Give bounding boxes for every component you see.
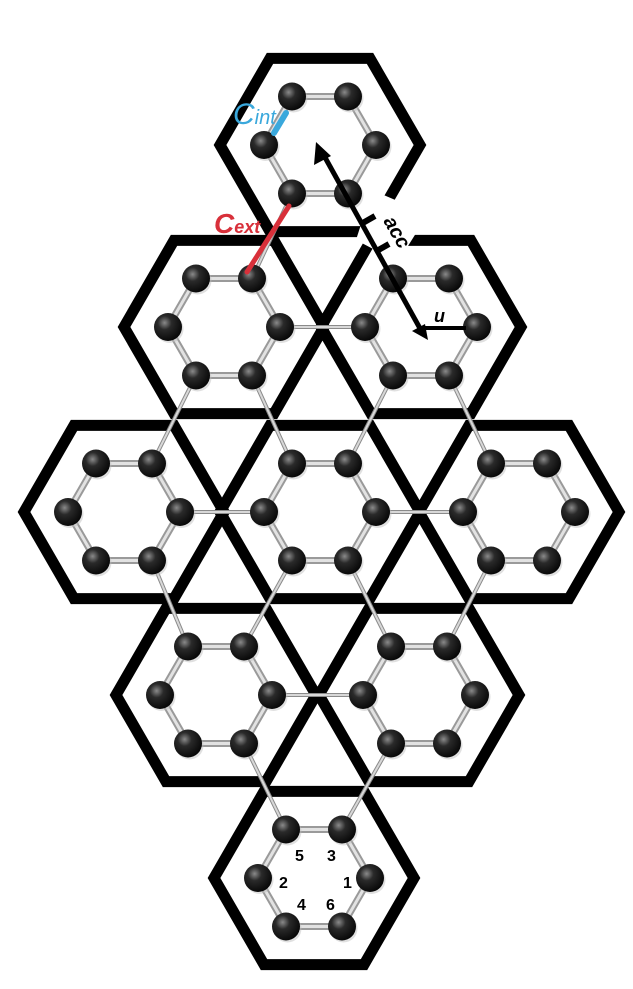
carbon-atom	[174, 729, 202, 758]
carbon-atom	[250, 498, 278, 526]
carbon-atom	[477, 449, 505, 478]
c-ext-bond-marker	[244, 203, 292, 275]
carbon-atom	[138, 449, 166, 478]
carbon-atom	[278, 82, 306, 111]
carbon-atom	[278, 179, 306, 208]
carbon-atom	[334, 82, 362, 111]
external-bond-highlight	[347, 375, 394, 464]
acc-arrow-head-top	[314, 142, 331, 165]
carbon-atom	[182, 361, 210, 390]
external-bond-highlight	[243, 560, 293, 647]
carbon-atom	[272, 815, 300, 844]
carbon-atom	[349, 681, 377, 709]
external-bond-highlight	[151, 560, 189, 647]
site-number-3: 3	[327, 848, 336, 865]
c-ext-label: Cext	[214, 208, 261, 239]
carbon-atom	[449, 498, 477, 526]
site-number-6: 6	[326, 897, 335, 914]
carbon-atom	[356, 864, 384, 892]
external-bond-highlight	[251, 375, 293, 464]
site-number-2: 2	[279, 875, 288, 892]
carbon-atom	[334, 449, 362, 478]
external-bond-highlight	[243, 743, 287, 830]
carbon-atom	[533, 449, 561, 478]
u-label: u	[434, 306, 445, 326]
carbon-atom	[174, 632, 202, 661]
carbon-atom	[230, 632, 258, 661]
external-bond-highlight	[341, 743, 392, 830]
carbon-atom	[272, 912, 300, 941]
carbon-atom	[146, 681, 174, 709]
carbon-atom	[250, 131, 278, 159]
carbon-atom	[328, 815, 356, 844]
carbon-atom	[377, 632, 405, 661]
carbon-atom	[278, 546, 306, 575]
carbon-atom	[362, 498, 390, 526]
carbon-atom	[166, 498, 194, 526]
carbon-atom	[154, 313, 182, 341]
annotations: Cint Cext acc u 1 2 3 4 5 6	[214, 98, 466, 914]
carbon-atom	[82, 546, 110, 575]
external-bond-highlight	[151, 375, 197, 464]
carbon-atom	[238, 361, 266, 390]
carbon-atom	[377, 729, 405, 758]
carbon-atom	[334, 546, 362, 575]
hexagon-cell	[117, 234, 331, 420]
external-bond-highlight	[446, 560, 492, 647]
carbon-atom	[82, 449, 110, 478]
carbon-atom	[435, 264, 463, 293]
carbon-atom	[463, 313, 491, 341]
site-number-5: 5	[295, 848, 304, 865]
site-number-1: 1	[343, 875, 352, 892]
internal-bonds	[64, 93, 579, 930]
atoms	[54, 82, 591, 943]
carbon-atom	[433, 632, 461, 661]
carbon-atom	[182, 264, 210, 293]
carbon-atom	[435, 361, 463, 390]
carbon-atom	[138, 546, 166, 575]
hexagon-cell	[17, 419, 231, 605]
c-int-label: Cint	[233, 98, 277, 131]
carbon-atom	[533, 546, 561, 575]
c-int-bond-marker	[271, 110, 289, 136]
acc-tick-bottom	[373, 241, 391, 255]
carbon-atom	[278, 449, 306, 478]
carbon-atom	[351, 313, 379, 341]
carbon-atom	[244, 864, 272, 892]
carbon-atom	[362, 131, 390, 159]
carbon-atom	[230, 729, 258, 758]
carbon-atom	[266, 313, 294, 341]
carbon-atom	[258, 681, 286, 709]
carbon-atom	[433, 729, 461, 758]
external-bond-highlight	[347, 560, 392, 647]
carbon-atom	[328, 912, 356, 941]
carbon-atom	[461, 681, 489, 709]
carbon-atom	[561, 498, 589, 526]
acc-arrow-shaft	[319, 150, 425, 334]
carbon-atom	[477, 546, 505, 575]
acc-tick-top	[359, 213, 377, 227]
carbon-atom	[379, 361, 407, 390]
external-bond-highlight	[448, 375, 492, 464]
site-number-4: 4	[297, 897, 306, 914]
carbon-atom	[54, 498, 82, 526]
